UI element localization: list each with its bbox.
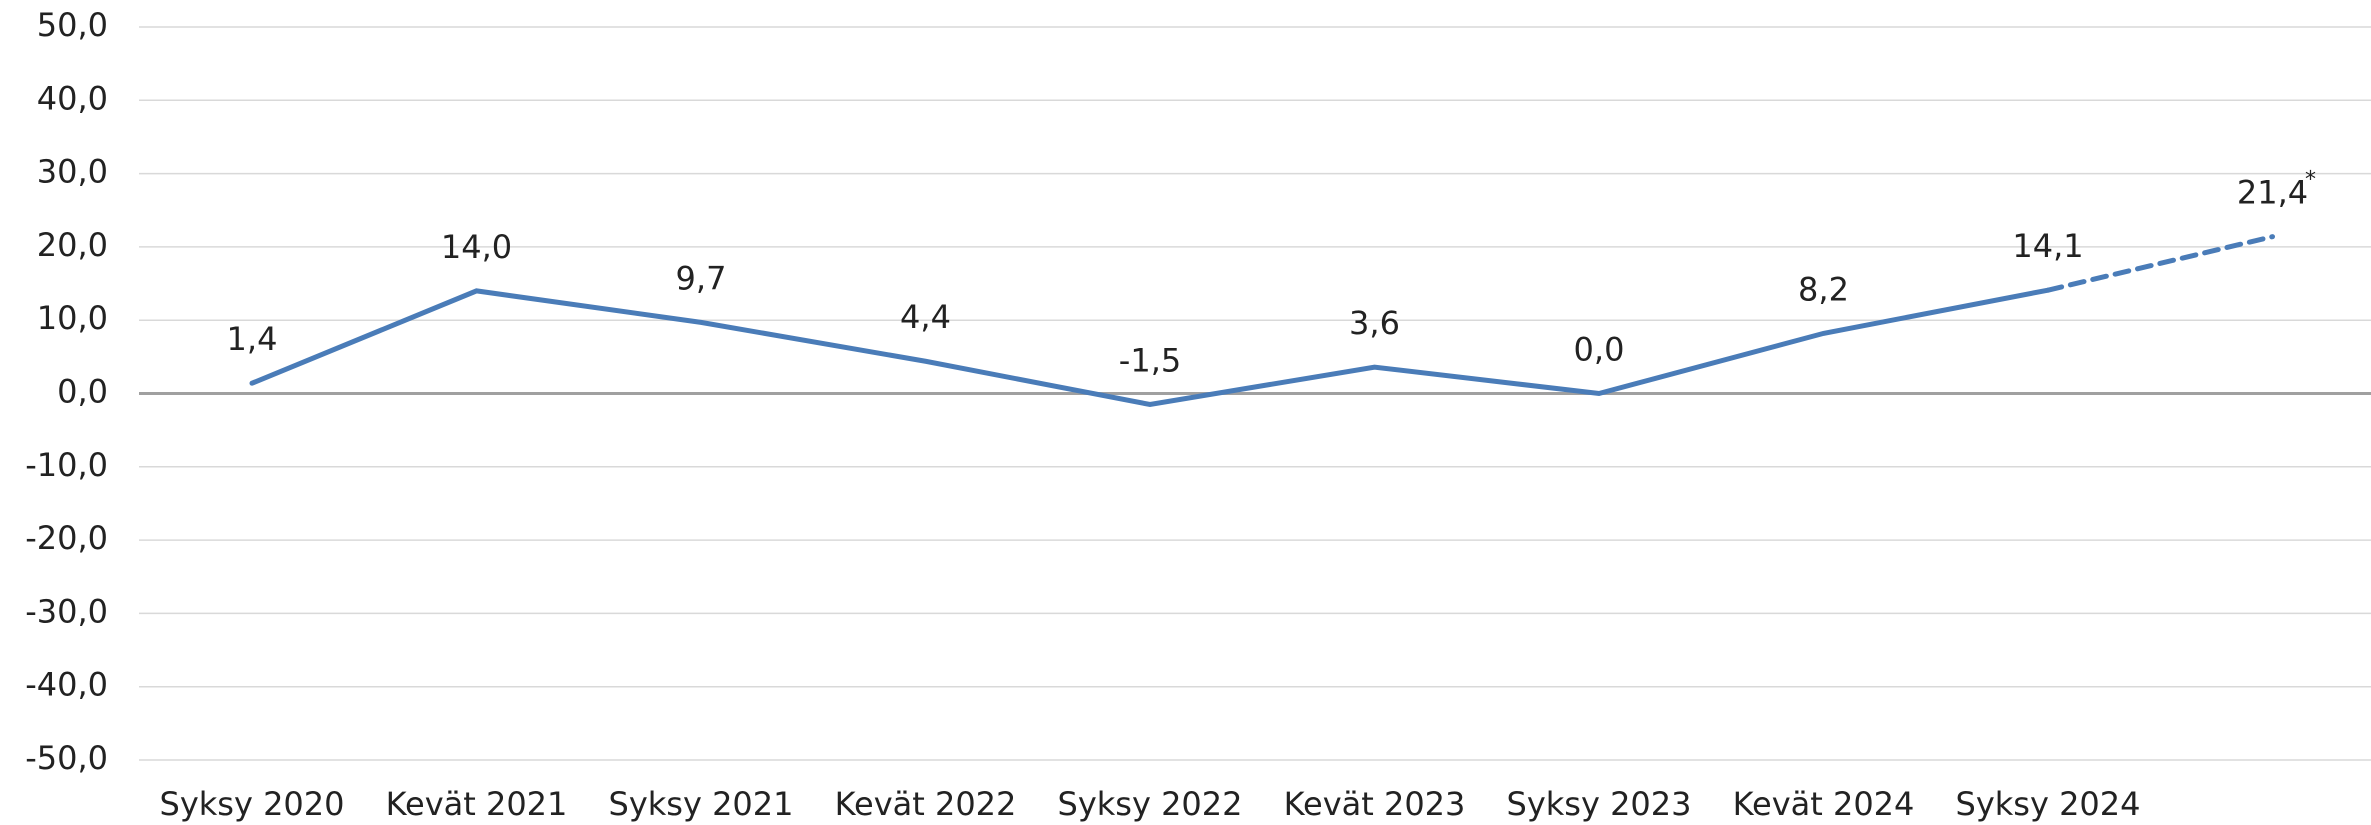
x-tick-label: Syksy 2024	[1956, 785, 2141, 823]
y-tick-label: 10,0	[37, 299, 108, 337]
data-label: 21,4	[2237, 174, 2308, 212]
data-label: 1,4	[227, 320, 278, 358]
data-label: 8,2	[1798, 270, 1849, 308]
line-dashed	[2045, 234, 2275, 293]
annotation: *	[2305, 168, 2316, 193]
x-tick-label: Syksy 2023	[1507, 785, 1692, 823]
data-label: -1,5	[1119, 341, 1181, 379]
x-tick-label: Kevät 2022	[835, 785, 1017, 823]
y-tick-label: 0,0	[57, 373, 108, 411]
data-label: 0,0	[1574, 331, 1625, 369]
data-label: 14,0	[441, 228, 512, 266]
data-label: 3,6	[1349, 304, 1400, 342]
data-label: 4,4	[900, 298, 951, 336]
line	[249, 287, 2051, 408]
x-tick-label: Syksy 2020	[160, 785, 345, 823]
y-tick-label: -30,0	[25, 592, 108, 630]
y-tick-label: -20,0	[25, 519, 108, 557]
x-tick-label: Syksy 2021	[609, 785, 794, 823]
y-tick-label: 30,0	[37, 153, 108, 191]
y-tick-label: -50,0	[25, 739, 108, 777]
x-tick-label: Kevät 2021	[386, 785, 568, 823]
x-tick-label: Syksy 2022	[1058, 785, 1243, 823]
data-label: 14,1	[2012, 227, 2083, 265]
y-tick-label: 20,0	[37, 226, 108, 264]
y-tick-label: -10,0	[25, 446, 108, 484]
y-tick-label: 40,0	[37, 79, 108, 117]
x-tick-label: Kevät 2024	[1733, 785, 1915, 823]
data-label: 9,7	[676, 259, 727, 297]
y-tick-label: -40,0	[25, 666, 108, 704]
y-tick-label: 50,0	[37, 6, 108, 44]
x-tick-label: Kevät 2023	[1284, 785, 1466, 823]
